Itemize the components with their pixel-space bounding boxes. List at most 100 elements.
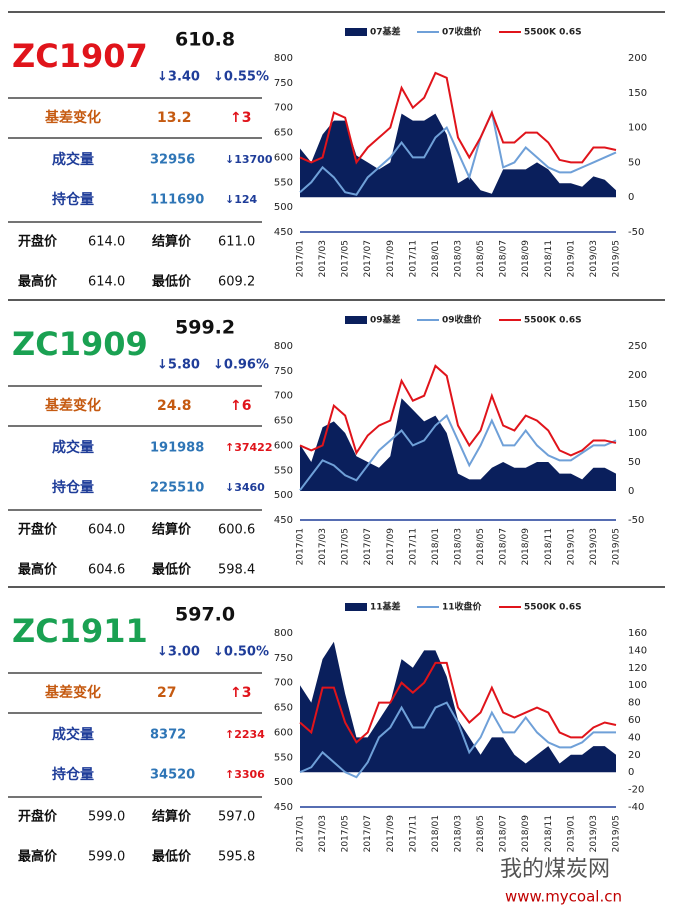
- x-tick-label: 2018/05: [476, 240, 486, 277]
- open_interest-label: 持仓量: [52, 479, 94, 496]
- stat-value: 614.0: [88, 235, 125, 250]
- x-tick-label: 2018/09: [521, 240, 531, 278]
- x-tick-label: 2017/01: [296, 815, 306, 852]
- x-tick-label: 2018/07: [499, 528, 509, 565]
- volume-value: 8372: [150, 728, 186, 743]
- y-tick-label: 450: [274, 227, 293, 238]
- y-tick-label: 550: [274, 465, 293, 476]
- legend-swatch: [345, 316, 367, 324]
- y2-tick-label: 250: [628, 341, 647, 352]
- x-tick-label: 2019/03: [589, 240, 599, 277]
- stat-value: 599.0: [88, 850, 125, 865]
- series-line: [299, 661, 617, 744]
- price-change-pct: ↓0.96%: [213, 358, 269, 373]
- legend-swatch: [345, 603, 367, 611]
- x-tick-label: 2017/01: [296, 240, 306, 277]
- stat-value: 599.0: [88, 810, 125, 825]
- x-tick-label: 2018/09: [521, 528, 531, 566]
- volume-value: 191988: [150, 441, 204, 456]
- x-tick-label: 2017/03: [318, 528, 328, 565]
- x-tick-label: 2019/05: [612, 815, 622, 852]
- stat-label: 最高价: [18, 274, 58, 290]
- series-line: [299, 413, 617, 491]
- legend-swatch: [345, 28, 367, 36]
- y2-tick-label: -50: [628, 515, 644, 526]
- x-tick-label: 2017/09: [386, 240, 396, 278]
- x-tick-label: 2019/01: [566, 528, 576, 565]
- y2-tick-label: 140: [628, 645, 647, 656]
- y2-tick-label: 0: [628, 486, 634, 497]
- y-tick-label: 500: [274, 777, 293, 788]
- legend-label: 5500K 0.6S: [524, 316, 582, 326]
- y2-tick-label: 0: [628, 192, 634, 203]
- y2-tick-label: 120: [628, 663, 647, 674]
- stat-label: 最高价: [18, 849, 58, 865]
- stat-value: 595.8: [218, 850, 255, 865]
- volume-value: 32956: [150, 153, 195, 168]
- x-tick-label: 2018/11: [544, 528, 554, 565]
- stat-value: 611.0: [218, 235, 255, 250]
- x-tick-label: 2018/11: [544, 240, 554, 277]
- y2-tick-label: 60: [628, 715, 641, 726]
- contract-code: ZC1907: [12, 37, 148, 75]
- open_interest-label: 持仓量: [52, 766, 94, 783]
- y2-tick-label: 50: [628, 457, 641, 468]
- stat-value: 604.6: [88, 563, 125, 578]
- legend-label: 09收盘价: [442, 314, 483, 326]
- x-tick-label: 2017/07: [363, 240, 373, 277]
- volume-change: ↓13700: [225, 153, 273, 166]
- volume-label: 成交量: [52, 726, 94, 743]
- y-tick-label: 650: [274, 128, 293, 139]
- legend-label: 11收盘价: [442, 601, 483, 613]
- y-tick-label: 800: [274, 341, 293, 352]
- series-line: [299, 701, 616, 779]
- stat-label: 最高价: [18, 562, 58, 578]
- x-tick-label: 2017/05: [341, 528, 351, 565]
- price: 599.2: [175, 317, 235, 339]
- basis-change: ↑3: [230, 110, 251, 126]
- open_interest-change: ↓3460: [225, 481, 265, 494]
- contract-code: ZC1909: [12, 325, 148, 363]
- x-tick-label: 2019/03: [589, 528, 599, 565]
- x-tick-label: 2019/03: [589, 815, 599, 852]
- y-tick-label: 750: [274, 78, 293, 89]
- price-change: ↓3.00: [157, 645, 200, 660]
- y2-tick-label: 100: [628, 680, 647, 691]
- y-tick-label: 650: [274, 703, 293, 714]
- y-tick-label: 500: [274, 202, 293, 213]
- basis-value: 27: [157, 685, 176, 701]
- y-tick-label: 800: [274, 53, 293, 64]
- basis-area: [300, 113, 616, 198]
- y-tick-label: 600: [274, 727, 293, 738]
- open_interest-label: 持仓量: [52, 191, 94, 208]
- legend-label: 11基差: [370, 601, 401, 613]
- y2-tick-label: 200: [628, 53, 647, 64]
- y-tick-label: 600: [274, 440, 293, 451]
- series-line: [299, 364, 617, 457]
- price-change: ↓3.40: [157, 70, 200, 85]
- stat-value: 597.0: [218, 810, 255, 825]
- y2-tick-label: 50: [628, 157, 641, 168]
- x-tick-label: 2018/05: [476, 528, 486, 565]
- x-tick-label: 2017/01: [296, 528, 306, 565]
- stat-label: 结算价: [152, 809, 192, 825]
- x-tick-label: 2019/01: [566, 240, 576, 277]
- x-tick-label: 2018/11: [544, 815, 554, 852]
- y-tick-label: 450: [274, 802, 293, 813]
- y2-tick-label: 40: [628, 732, 641, 743]
- y-tick-label: 700: [274, 103, 293, 114]
- x-tick-label: 2018/01: [431, 815, 441, 852]
- y-tick-label: 700: [274, 391, 293, 402]
- legend-label: 07收盘价: [442, 26, 483, 38]
- x-tick-label: 2017/07: [363, 815, 373, 852]
- y2-tick-label: 160: [628, 628, 647, 639]
- basis-label: 基差变化: [45, 397, 101, 414]
- price: 597.0: [175, 604, 235, 626]
- y-tick-label: 500: [274, 490, 293, 501]
- basis-value: 13.2: [157, 110, 192, 126]
- x-tick-label: 2017/05: [341, 240, 351, 277]
- price: 610.8: [175, 29, 235, 51]
- legend-label: 07基差: [370, 26, 401, 38]
- contract-code: ZC1911: [12, 612, 148, 650]
- x-tick-label: 2018/07: [499, 815, 509, 852]
